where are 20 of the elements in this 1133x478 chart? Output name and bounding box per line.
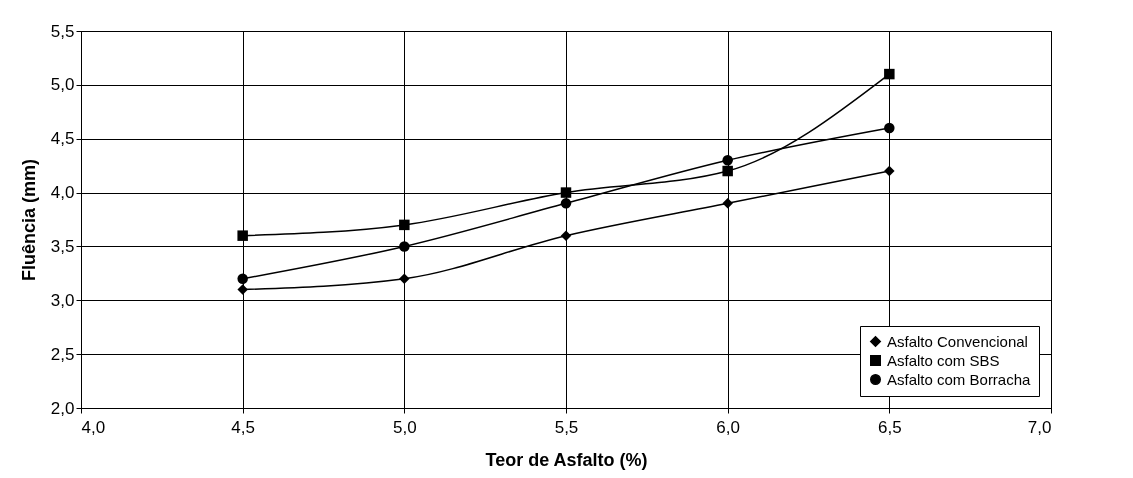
legend-label: Asfalto com Borracha (887, 370, 1032, 388)
y-tick-label: 5,0 (50, 75, 75, 95)
x-tick-label: 4,5 (231, 417, 255, 437)
y-tick-label: 5,5 (50, 21, 75, 41)
x-tick-label: 7,0 (1027, 417, 1052, 437)
x-tick-label: 4,0 (81, 417, 106, 437)
x-tick-label: 5,5 (554, 417, 579, 437)
x-axis-title: Teor de Asfalto (%) (485, 449, 648, 470)
y-tick-label: 3,5 (50, 236, 75, 256)
y-axis-title: Fluência (mm) (18, 158, 39, 282)
y-tick-label: 2,0 (50, 398, 75, 418)
y-tick-label: 2,5 (50, 344, 75, 364)
legend-label: Asfalto com SBS (887, 351, 1000, 369)
x-tick-label: 6,5 (878, 417, 902, 437)
legend-label: Asfalto Convencional (887, 332, 1028, 350)
y-tick-label: 3,0 (50, 290, 75, 310)
y-tick-label: 4,5 (50, 129, 75, 149)
x-tick-label: 5,0 (393, 417, 417, 437)
x-tick-label: 6,0 (716, 417, 740, 437)
y-tick-label: 4,0 (50, 183, 75, 203)
